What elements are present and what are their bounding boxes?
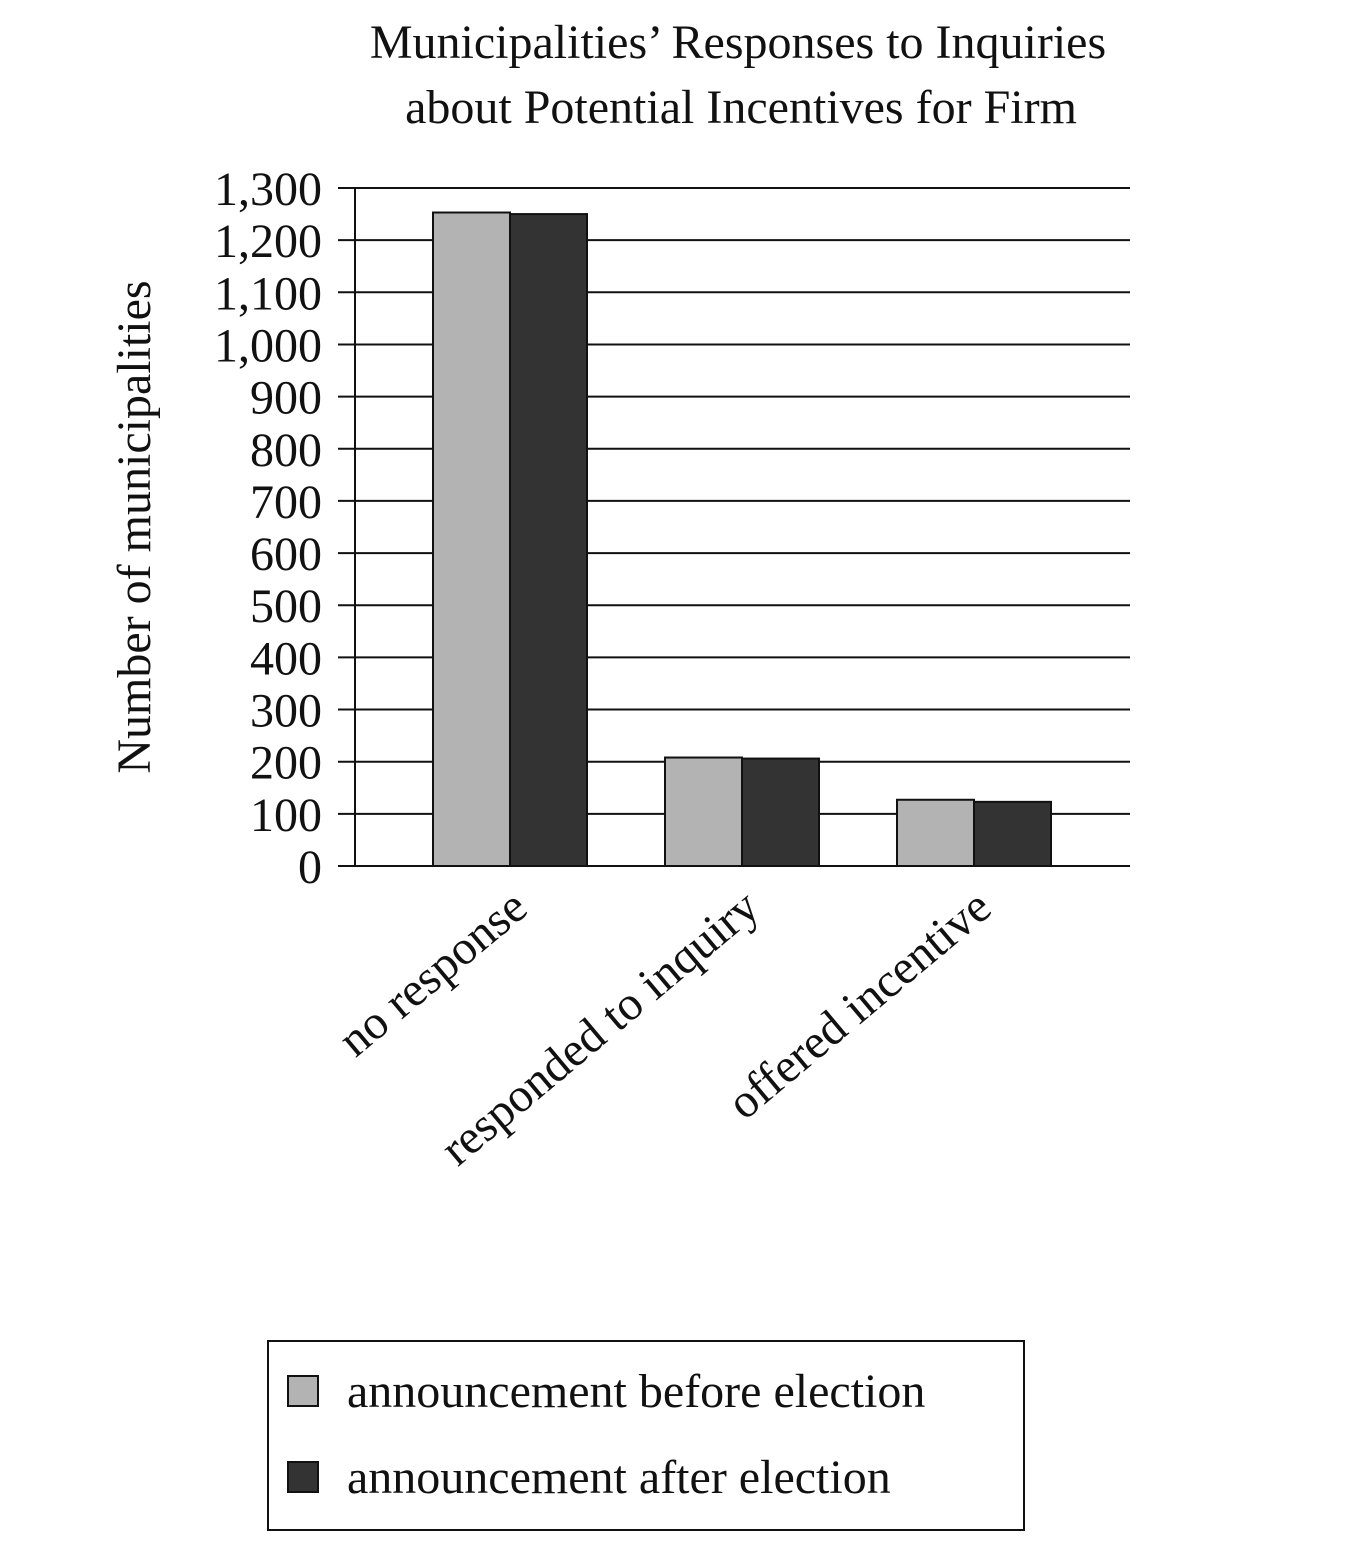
bar-after-2: [973, 800, 1052, 867]
legend-item-after: announcement after election: [287, 1447, 891, 1507]
y-axis-ticks: 01002003004005006007008009001,0001,1001,…: [214, 163, 322, 894]
bar-before-0: [432, 211, 511, 867]
bar-before-1: [664, 756, 743, 868]
bars: [432, 211, 1052, 868]
chart-title-line-1: Municipalities’ Responses to Inquiries: [370, 16, 1106, 69]
y-tick-label: 700: [250, 476, 322, 529]
y-tick-label: 500: [250, 580, 322, 633]
legend-swatch-after: [287, 1461, 319, 1493]
bar-after-0: [509, 213, 588, 868]
legend-label-before: announcement before election: [347, 1364, 926, 1418]
bar-chart: Municipalities’ Responses to Inquiries a…: [108, 16, 1130, 1176]
bar-after-1: [741, 757, 820, 867]
legend: announcement before election announcemen…: [267, 1340, 1025, 1531]
axes: [338, 188, 1130, 867]
legend-swatch-before: [287, 1375, 319, 1407]
y-tick-label: 200: [250, 737, 322, 790]
y-tick-label: 400: [250, 632, 322, 685]
y-tick-label: 0: [298, 841, 322, 894]
y-axis-label: Number of municipalities: [108, 280, 161, 773]
y-tick-label: 1,000: [214, 319, 322, 372]
y-tick-label: 1,200: [214, 215, 322, 268]
x-tick-label: no response: [328, 880, 537, 1067]
chart-title-line-2: about Potential Incentives for Firm: [405, 81, 1077, 134]
bar-before-2: [896, 798, 975, 867]
legend-item-before: announcement before election: [287, 1361, 925, 1421]
y-tick-label: 1,100: [214, 267, 322, 320]
y-tick-label: 100: [250, 789, 322, 842]
y-tick-label: 800: [250, 424, 322, 477]
y-tick-label: 600: [250, 528, 322, 581]
y-tick-label: 1,300: [214, 163, 322, 216]
legend-label-after: announcement after election: [347, 1450, 891, 1504]
y-tick-label: 300: [250, 685, 322, 738]
y-tick-label: 900: [250, 372, 322, 425]
